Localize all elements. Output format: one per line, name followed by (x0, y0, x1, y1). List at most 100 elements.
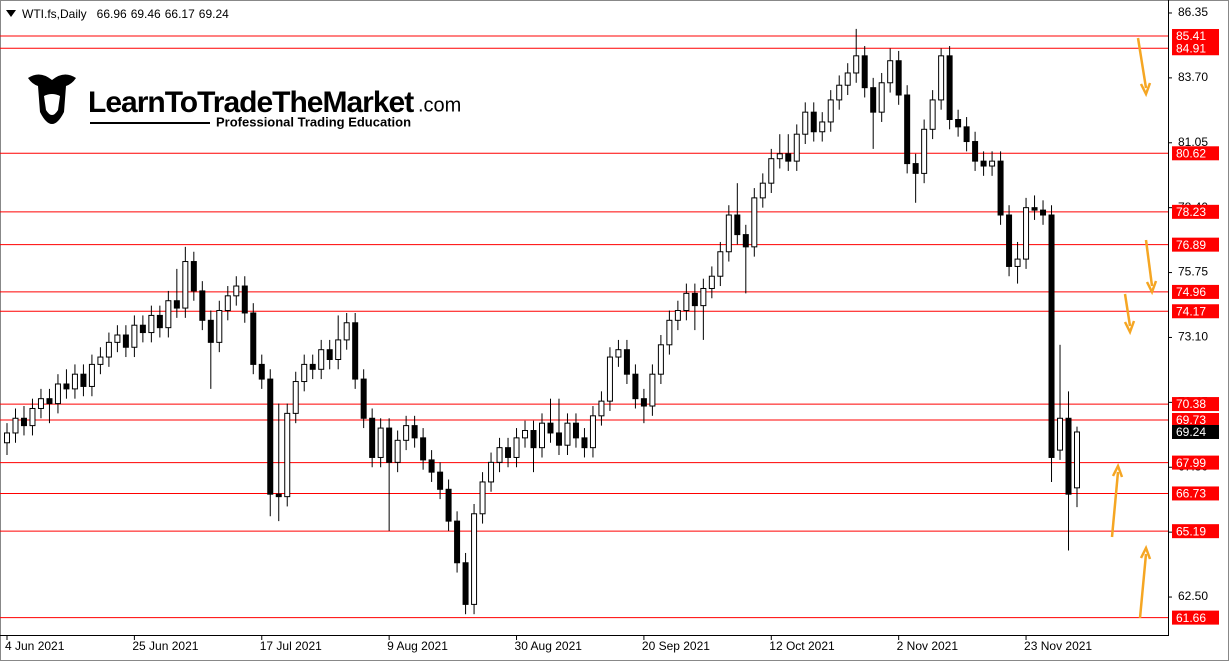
candle-body (122, 334, 129, 348)
candle (861, 46, 868, 98)
current-price-label: 69.24 (1176, 425, 1206, 439)
candle-body (751, 197, 758, 248)
candle-body (360, 378, 367, 419)
candle-body (403, 425, 410, 441)
arrow (1110, 471, 1120, 538)
candle (785, 134, 792, 171)
candle (997, 151, 1004, 225)
candle (717, 241, 724, 287)
candle-body (759, 182, 766, 199)
candle (403, 415, 410, 451)
candle (759, 173, 766, 208)
candle-body (870, 87, 877, 113)
candle (462, 552, 469, 615)
candle-body (547, 422, 554, 434)
candle-body (989, 160, 996, 167)
candle-body (488, 461, 495, 483)
candle-body (80, 373, 87, 387)
candle (369, 408, 376, 468)
candle-body (564, 422, 571, 446)
candle (539, 413, 545, 458)
candle (46, 388, 53, 424)
candle-body (335, 339, 342, 360)
level-label: 74.96 (1176, 285, 1206, 299)
candle (233, 276, 240, 306)
y-tick-label: 75.75 (1178, 265, 1208, 279)
candle (1057, 344, 1064, 460)
candle (80, 364, 87, 397)
candle-body (20, 417, 27, 427)
candle-body (717, 251, 724, 277)
candle (437, 462, 444, 500)
arrows (1110, 37, 1158, 619)
candle (343, 312, 350, 350)
candle (691, 283, 698, 331)
candle-body (105, 341, 112, 358)
candle-body (420, 437, 427, 461)
candle (139, 315, 146, 343)
candle-body (258, 363, 265, 380)
y-tick-label: 86.35 (1178, 5, 1208, 19)
candle (606, 347, 613, 411)
candle-body (1031, 207, 1038, 211)
candle-body (394, 439, 401, 463)
candle (649, 364, 656, 416)
candle (471, 503, 478, 615)
plot (0, 28, 1168, 619)
candle (216, 300, 223, 353)
candle (1014, 241, 1021, 284)
candle (420, 428, 427, 470)
candle (870, 77, 877, 149)
candle (88, 354, 95, 397)
candle (454, 511, 461, 573)
header-value: 66.96 (97, 7, 127, 21)
candle (131, 315, 138, 358)
candle-body (827, 99, 834, 123)
candle-body (207, 319, 214, 343)
candle (411, 415, 418, 448)
candle-body (640, 398, 647, 407)
candle (938, 48, 945, 110)
candle (71, 364, 78, 399)
candle-body (165, 300, 172, 329)
candle-body (4, 432, 10, 444)
candle (445, 479, 452, 531)
level-label-bg (1172, 397, 1219, 412)
logo-tagline: Professional Trading Education (216, 114, 411, 129)
candle (683, 283, 690, 321)
candle (182, 246, 189, 318)
candle-body (471, 513, 478, 605)
candle-body (54, 383, 61, 405)
candle (386, 418, 393, 531)
candle-body (912, 163, 919, 174)
candle (428, 450, 435, 482)
candle (742, 224, 749, 294)
candle-body (606, 356, 613, 402)
level-label-bg (1172, 41, 1219, 56)
candle (207, 310, 214, 389)
candle-body (292, 381, 299, 414)
candle-body (1057, 417, 1064, 451)
candle (827, 90, 834, 132)
level-label: 67.99 (1176, 456, 1206, 470)
candle (946, 46, 953, 130)
candle-body (182, 261, 189, 309)
candle-body (878, 82, 885, 113)
candle-body (623, 349, 630, 375)
candle-body (156, 314, 163, 329)
logo: LearnToTradeTheMarket .com Professional … (28, 74, 461, 129)
candle (657, 335, 664, 384)
candle-body (734, 214, 741, 236)
menu-triangle[interactable] (6, 10, 16, 17)
x-tick-label: 2 Nov 2021 (897, 639, 959, 653)
candle (352, 312, 359, 389)
candle (63, 369, 70, 399)
level-label: 74.17 (1176, 304, 1206, 318)
candle (887, 48, 894, 93)
candle-body (250, 312, 257, 365)
candle-body (369, 417, 376, 458)
y-tick-label: 73.10 (1178, 330, 1208, 344)
candle-body (615, 349, 622, 358)
candle (844, 63, 851, 96)
candle-body (768, 158, 775, 184)
